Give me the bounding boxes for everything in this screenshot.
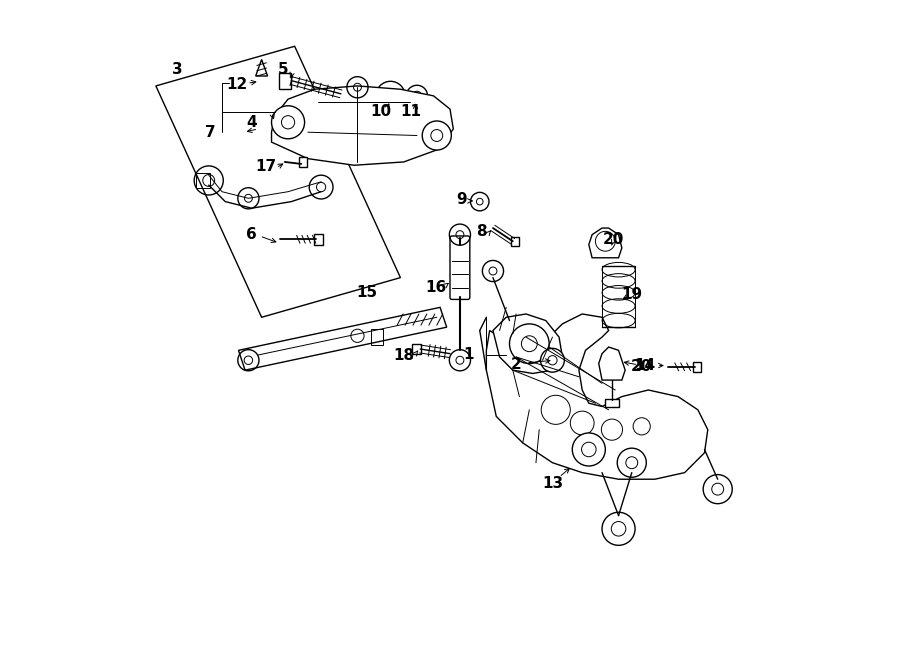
Text: 1: 1 [464,348,473,362]
Polygon shape [486,314,707,479]
Polygon shape [272,86,454,165]
Bar [606,399,618,407]
Text: 16: 16 [425,280,446,295]
Text: 13: 13 [542,477,563,491]
Circle shape [617,448,646,477]
Text: 20: 20 [631,360,652,374]
Circle shape [703,475,733,504]
Circle shape [422,121,451,150]
Circle shape [238,188,259,209]
Polygon shape [589,228,622,258]
Text: 7: 7 [205,125,216,139]
Bar [371,329,382,345]
Text: 15: 15 [356,285,378,299]
Bar [411,344,421,354]
Circle shape [509,324,549,364]
Bar [280,73,292,89]
Polygon shape [256,59,267,76]
Polygon shape [598,347,625,380]
Circle shape [633,418,651,435]
Bar [300,157,307,167]
FancyBboxPatch shape [450,236,470,299]
Bar [195,173,210,188]
Circle shape [376,81,405,110]
Circle shape [541,395,571,424]
Text: 18: 18 [393,348,414,363]
Bar [693,362,700,372]
Text: 19: 19 [621,287,643,301]
Polygon shape [493,314,562,373]
Text: 17: 17 [256,159,277,174]
Circle shape [601,419,623,440]
Text: 10: 10 [370,104,392,118]
Circle shape [572,433,606,466]
Text: 8: 8 [476,224,487,239]
Text: 14: 14 [634,358,655,373]
Text: 6: 6 [247,227,257,242]
Text: 3: 3 [173,62,183,77]
Text: 12: 12 [227,77,248,92]
Bar [314,234,323,245]
Bar [511,237,518,246]
Text: 2: 2 [510,358,521,372]
Circle shape [272,106,304,139]
Circle shape [602,512,635,545]
Text: 20: 20 [603,232,625,247]
Circle shape [571,411,594,435]
Circle shape [471,192,489,211]
Circle shape [541,348,564,372]
Circle shape [407,85,428,106]
Text: 4: 4 [247,115,257,130]
Text: 9: 9 [456,192,467,207]
Text: 11: 11 [400,104,421,118]
Text: 5: 5 [278,62,289,77]
